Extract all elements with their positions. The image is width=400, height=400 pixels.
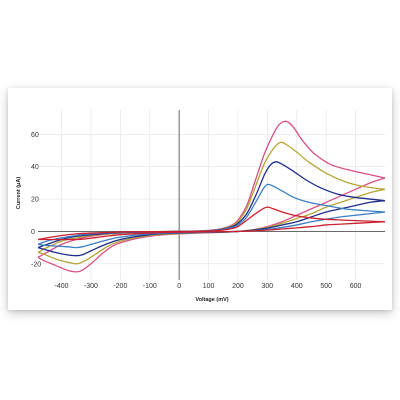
x-tick-label: -300: [84, 283, 98, 290]
x-tick-label: 500: [320, 283, 332, 290]
x-tick-label: 600: [350, 283, 362, 290]
x-tick-label: -100: [143, 283, 157, 290]
y-tick-label: -20: [31, 261, 41, 268]
y-tick-label: 0: [31, 229, 35, 236]
series-2-forward-line: [37, 141, 386, 254]
x-tick-label: 100: [203, 283, 215, 290]
series-3-reverse-line: [37, 200, 386, 257]
y-tick-label: 40: [31, 164, 39, 171]
x-tick-label: -200: [113, 283, 127, 290]
y-tick-label: 20: [31, 197, 39, 204]
series-1-forward-line: [37, 120, 386, 258]
x-tick-label: 300: [262, 283, 274, 290]
series-3-forward-line: [37, 161, 386, 249]
x-tick-label: 200: [232, 283, 244, 290]
y-axis-label: Current (μA): [16, 177, 22, 210]
series-2-reverse-line: [37, 188, 386, 265]
series-group: [37, 120, 386, 273]
grid-lines: [38, 110, 385, 280]
series-5-reverse-line: [38, 221, 386, 241]
tick-labels: -400 -300 -200 -100 0 100 200 300 400 500 600-2002…: [31, 132, 362, 290]
series-4-forward-line: [37, 183, 386, 245]
x-axis-label: Voltage (mV): [195, 297, 228, 303]
x-tick-label: 0: [177, 283, 181, 290]
x-tick-label: -400: [55, 283, 69, 290]
y-tick-label: 60: [31, 132, 39, 139]
series-5-forward-line: [37, 206, 386, 241]
axes: [38, 110, 385, 280]
x-tick-label: 400: [291, 283, 303, 290]
